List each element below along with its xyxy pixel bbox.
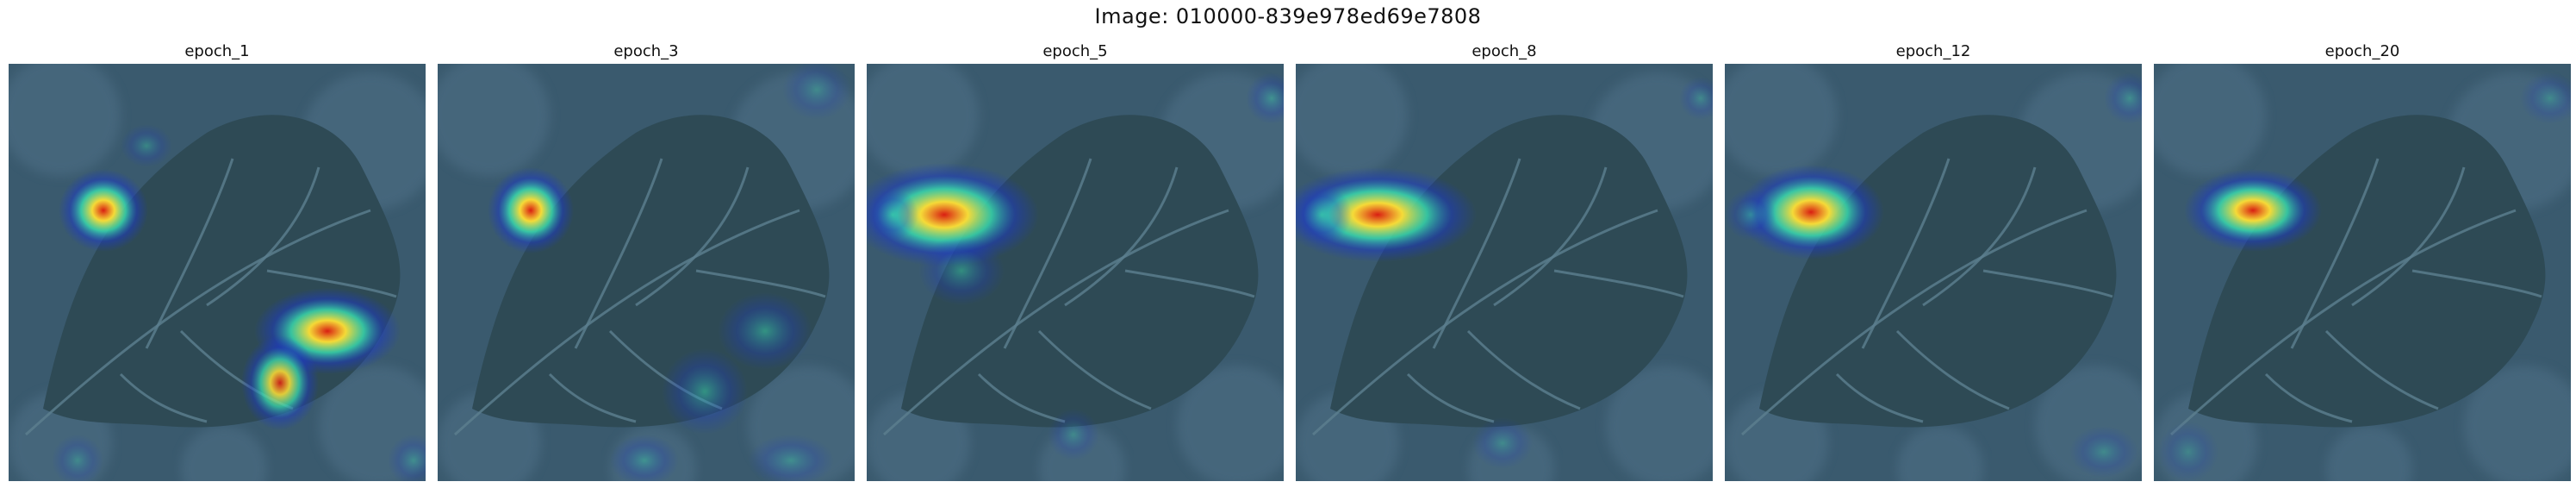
leaf-vein [548, 372, 637, 423]
leaf-vein [635, 166, 750, 307]
panel-title: epoch_5 [1042, 42, 1108, 60]
foliage-blob [181, 426, 267, 481]
leaf-heatmap-svg [867, 64, 1284, 481]
leaf-vein [2351, 166, 2466, 307]
leaf-vein [2264, 372, 2353, 423]
panel-title: epoch_20 [2324, 42, 2400, 60]
leaf-vein [1982, 269, 2113, 298]
activation-hotspot [1246, 72, 1284, 124]
activation-hotspot [1679, 77, 1713, 120]
foliage-blob [1897, 426, 1983, 481]
leaf-vein [119, 372, 208, 423]
leaf-vein [1124, 269, 1255, 298]
panel-epoch-5: epoch_5 [867, 40, 1284, 486]
activation-hotspot [1296, 167, 1477, 262]
heatmap-image [867, 64, 1284, 481]
activation-hotspot [918, 236, 1005, 305]
activation-hotspot [718, 292, 812, 370]
foliage-blob [2154, 64, 2266, 176]
leaf-vein [1064, 166, 1179, 307]
leaf-vein [145, 158, 234, 349]
activation-hotspot [121, 124, 172, 167]
foliage-blob [2464, 366, 2571, 481]
activation-hotspot [748, 435, 834, 481]
leaf-vein [1553, 269, 1684, 298]
activation-hotspot [52, 435, 103, 481]
leaf-vein [1037, 329, 1152, 410]
activation-hotspot [388, 435, 426, 481]
leaf-heatmap-svg [1296, 64, 1713, 481]
activation-hotspot [488, 167, 574, 253]
panel-epoch-8: epoch_8 [1296, 40, 1713, 486]
leaf-vein [2411, 269, 2542, 298]
leaf-heatmap-svg [2154, 64, 2571, 481]
activation-hotspot [1725, 189, 1776, 241]
leaf-vein [2290, 158, 2380, 349]
panel-title: epoch_8 [1472, 42, 1537, 60]
foliage-blob [1606, 366, 1713, 481]
leaf-vein [206, 166, 320, 307]
leaf-vein [1311, 209, 1658, 436]
leaf-vein [1003, 158, 1092, 349]
activation-hotspot [2104, 72, 2142, 124]
activation-hotspot [610, 435, 679, 481]
figure-title: Image: 010000-839e978ed69e7808 [1094, 4, 1482, 28]
heatmap-image [9, 64, 426, 481]
foliage-blob [1725, 64, 1837, 176]
leaf-vein [266, 269, 397, 298]
leaf-vein [453, 209, 800, 436]
leaf-vein [695, 269, 826, 298]
leaf-vein [2169, 209, 2517, 436]
leaf-vein [1493, 166, 1608, 307]
activation-hotspot [1472, 417, 1533, 469]
panel-title: epoch_12 [1895, 42, 1971, 60]
panel-epoch-20: epoch_20 [2154, 40, 2571, 486]
activation-hotspot [59, 169, 148, 252]
activation-hotspot [867, 163, 1039, 266]
activation-hotspot [1048, 409, 1099, 460]
heatmap-image [1725, 64, 2142, 481]
leaf-vein [1895, 329, 2010, 410]
panel-epoch-1: epoch_1 [9, 40, 426, 486]
leaf-vein [1406, 372, 1495, 423]
activation-hotspot [241, 335, 319, 430]
heatmap-image [2154, 64, 2571, 481]
leaf-vein [24, 209, 371, 436]
foliage-blob [1177, 366, 1284, 481]
foliage-blob [867, 64, 979, 176]
panel-epoch-12: epoch_12 [1725, 40, 2142, 486]
activation-hotspot [1296, 185, 1352, 245]
heatmap-image [1296, 64, 1713, 481]
leaf-vein [574, 158, 663, 349]
panel-epoch-3: epoch_3 [438, 40, 855, 486]
leaf-heatmap-svg [1725, 64, 2142, 481]
leaf-vein [1432, 158, 1521, 349]
activation-hotspot [867, 189, 918, 241]
heatmap-image [438, 64, 855, 481]
activation-hotspot [2184, 169, 2322, 252]
foliage-blob [9, 64, 121, 176]
leaf-vein [1922, 166, 2037, 307]
leaf-vein [1740, 209, 2088, 436]
activation-hotspot [782, 64, 851, 120]
activation-hotspot [2520, 72, 2571, 124]
activation-hotspot [2158, 422, 2218, 481]
leaf-vein [2324, 329, 2439, 410]
leaf-vein [1861, 158, 1951, 349]
activation-hotspot [2069, 426, 2138, 478]
leaf-vein [882, 209, 1229, 436]
leaf-heatmap-svg [438, 64, 855, 481]
leaf-vein [1835, 372, 1924, 423]
foliage-blob [2326, 426, 2412, 481]
leaf-heatmap-svg [9, 64, 426, 481]
panel-title: epoch_1 [184, 42, 250, 60]
panel-title: epoch_3 [613, 42, 679, 60]
activation-hotspot [662, 348, 748, 435]
foliage-blob [438, 64, 550, 176]
foliage-blob [1296, 64, 1408, 176]
activation-hotspot [1738, 165, 1884, 260]
leaf-vein [1466, 329, 1581, 410]
